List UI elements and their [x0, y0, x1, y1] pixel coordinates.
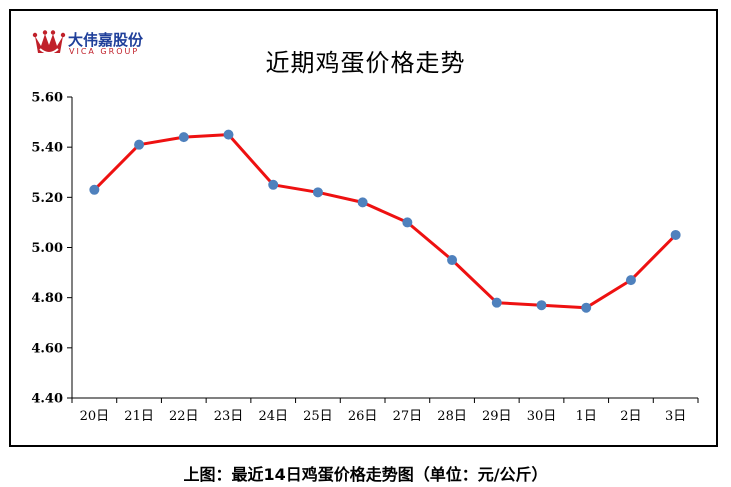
x-tick-label: 28日	[437, 409, 467, 424]
chart-frame	[9, 9, 718, 447]
y-tick-label: 4.40	[31, 392, 63, 407]
logo-name-en: VICA GROUP	[69, 47, 140, 56]
data-point	[223, 129, 234, 140]
x-tick-label: 26日	[348, 409, 378, 424]
data-point	[178, 132, 189, 143]
chart-axes: 4.40 4.60 4.80 5.00 5.20 5.40 5.60 20日 21日 22日 23日…	[31, 91, 699, 424]
data-point	[670, 229, 681, 240]
y-tick-label: 4.60	[31, 341, 63, 356]
x-tick-label: 3日	[665, 409, 686, 424]
data-point	[402, 217, 413, 228]
data-point	[536, 300, 547, 311]
data-point	[625, 275, 636, 286]
data-point	[491, 297, 502, 308]
data-point	[581, 302, 592, 313]
company-logo: 大伟嘉股份 VICA GROUP	[32, 26, 172, 66]
y-tick-label: 4.80	[31, 291, 63, 306]
logo-name-cn: 大伟嘉股份	[68, 31, 144, 49]
chart-series	[89, 129, 681, 313]
crown-icon	[32, 30, 66, 54]
x-tick-label: 29日	[482, 409, 512, 424]
y-tick-label: 5.60	[31, 91, 63, 106]
x-tick-label: 25日	[303, 409, 333, 424]
data-point	[447, 255, 458, 266]
chart-caption: 上图：最近14日鸡蛋价格走势图（单位：元/公斤）	[183, 465, 548, 484]
data-point	[89, 184, 100, 195]
series-line	[92, 133, 678, 310]
x-tick-label: 24日	[258, 409, 288, 424]
x-tick-label: 23日	[214, 409, 244, 424]
x-tick-label: 27日	[393, 409, 423, 424]
y-tick-label: 5.20	[31, 191, 63, 206]
data-point	[357, 197, 368, 208]
x-tick-label: 20日	[80, 409, 110, 424]
x-tick-label: 2日	[620, 409, 641, 424]
x-tick-label: 30日	[527, 409, 557, 424]
data-point	[134, 139, 145, 150]
data-point	[268, 179, 279, 190]
chart-title: 近期鸡蛋价格走势	[265, 49, 466, 77]
x-tick-label: 1日	[576, 409, 597, 424]
x-tick-label: 22日	[169, 409, 199, 424]
y-tick-label: 5.40	[31, 141, 63, 156]
y-tick-label: 5.00	[31, 241, 63, 256]
x-tick-label: 21日	[124, 409, 154, 424]
data-point	[312, 187, 323, 198]
